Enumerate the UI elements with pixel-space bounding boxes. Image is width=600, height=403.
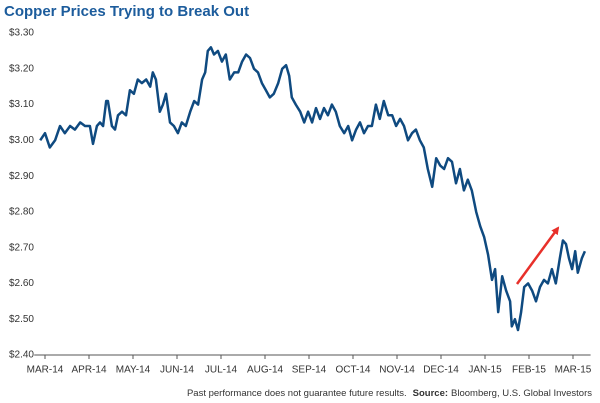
source: Bloomberg, U.S. Global Investors	[451, 388, 592, 399]
x-tick-label: FEB-15	[512, 365, 546, 376]
y-tick-label: $2.40	[9, 350, 34, 361]
y-tick-label: $3.10	[9, 99, 34, 110]
x-tick-label: DEC-14	[423, 365, 459, 376]
y-tick-label: $2.90	[9, 171, 34, 182]
x-tick-label: JUN-14	[160, 365, 194, 376]
y-tick-label: $2.80	[9, 207, 34, 218]
trend-arrow	[515, 226, 560, 285]
y-tick-label: $3.00	[9, 135, 34, 146]
source-label: Source:	[413, 388, 448, 399]
y-tick-label: $3.20	[9, 63, 34, 74]
y-tick-label: $2.70	[9, 242, 34, 253]
y-tick-label: $3.30	[9, 28, 34, 39]
x-tick-label: APR-14	[71, 365, 106, 376]
footnote: Past performance does not guarantee futu…	[187, 388, 407, 399]
x-tick-label: AUG-14	[247, 365, 284, 376]
chart-title: Copper Prices Trying to Break Out	[4, 3, 249, 20]
x-tick-label: MAY-14	[116, 365, 151, 376]
y-tick-label: $2.50	[9, 314, 34, 325]
y-tick-label: $2.60	[9, 278, 34, 289]
footer: Past performance does not guarantee futu…	[187, 388, 592, 399]
x-tick-label: NOV-14	[379, 365, 415, 376]
x-tick-label: JAN-15	[468, 365, 502, 376]
x-tick-label: JUL-14	[205, 365, 238, 376]
x-tick-label: MAR-15	[555, 365, 592, 376]
x-tick-label: SEP-14	[292, 365, 327, 376]
price-line	[39, 46, 587, 332]
x-tick-label: OCT-14	[335, 365, 370, 376]
x-tick-label: MAR-14	[27, 365, 64, 376]
